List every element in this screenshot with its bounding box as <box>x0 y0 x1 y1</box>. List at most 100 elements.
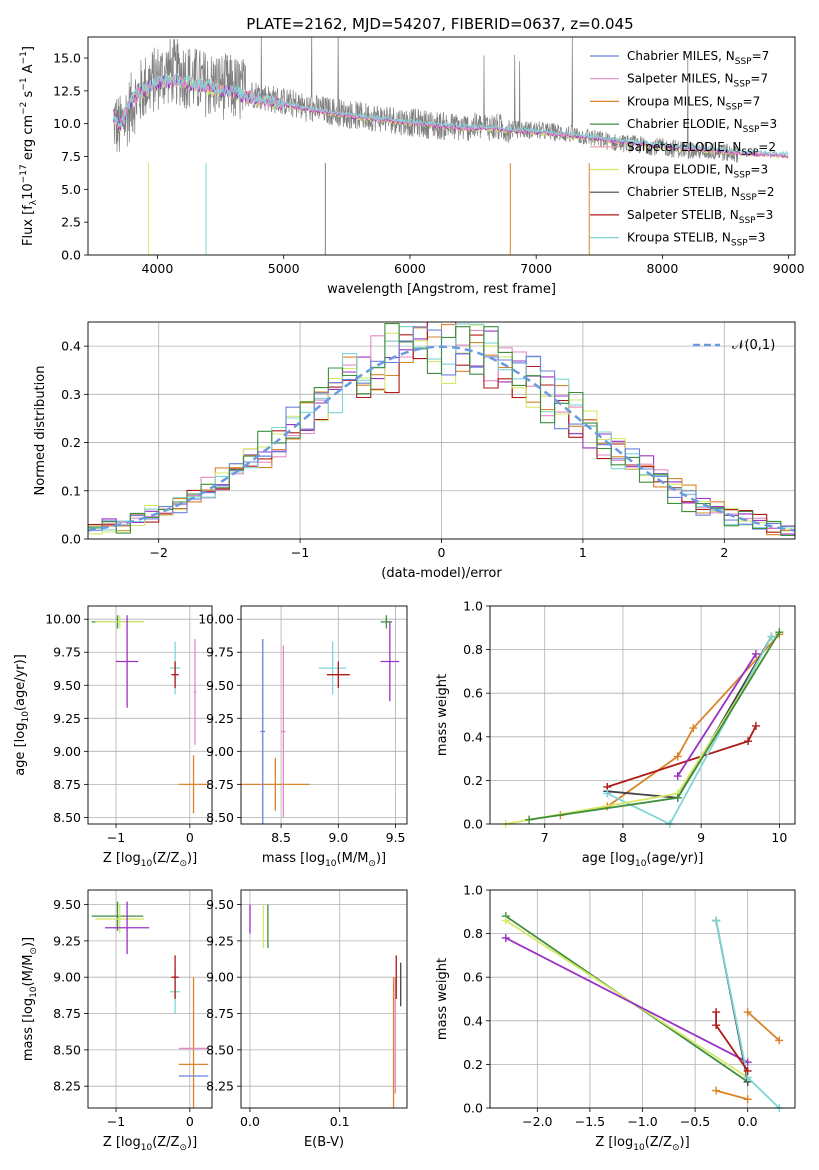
y-tick-label: 0.0 <box>61 532 81 547</box>
mass-weight-series-line <box>715 1089 748 1101</box>
mass-weight-point <box>603 789 612 798</box>
y-tick-label: 0.0 <box>463 817 483 832</box>
mass-weight-point <box>775 628 784 637</box>
y-axis-label: Flux [fλ​10−17​ erg cm−2​ s−1​ A−1​] <box>19 46 39 246</box>
y-tick-label: 7.5 <box>61 149 81 164</box>
y-tick-label: 8.75 <box>53 777 81 792</box>
figure-title: PLATE=2162, MJD=54207, FIBERID=0637, z=0… <box>246 15 633 33</box>
mass-weight-point <box>712 1086 721 1095</box>
x-tick-label: 0.0 <box>240 1114 260 1129</box>
y-tick-label: 0.6 <box>463 686 483 701</box>
mass-weight-point <box>743 1008 752 1017</box>
y-tick-label: 0.1 <box>61 483 81 498</box>
axes-frame <box>87 36 796 256</box>
mass-weight-point <box>744 737 753 746</box>
legend-label: Salpeter MILES, NSSP​=7 <box>627 72 768 90</box>
y-tick-label: 8.50 <box>206 1042 234 1057</box>
y-tick-label: 12.5 <box>53 83 81 98</box>
x-tick-label: −1 <box>107 1114 125 1129</box>
y-tick-label: 15.0 <box>53 51 81 66</box>
x-tick-label: 4000 <box>142 261 174 276</box>
legend-label: Chabrier STELIB, NSSP​=2 <box>627 185 775 203</box>
axes-frame <box>240 605 408 825</box>
y-tick-label: 9.00 <box>206 744 234 759</box>
x-tick-label: −1.5 <box>575 1114 605 1129</box>
x-tick-label: −2.0 <box>522 1114 552 1129</box>
mass-vs-ebv-panel: 0.0 0.1 8.25 8.50 8.75 9.00 9.25 9.50 E(B-V) <box>206 889 408 1150</box>
y-tick-label: 10.00 <box>45 612 81 627</box>
mass-weight-point <box>743 1095 752 1104</box>
x-tick-label: 10 <box>771 830 787 845</box>
weight-vs-metallicity-panel: −2.0 −1.5 −1.0 −0.5 0.0 0.0 0.2 0.4 0.6 0.8 1.0 Z [… <box>435 883 796 1153</box>
mass-weight-point <box>767 632 776 641</box>
y-tick-label: 0.6 <box>463 970 483 985</box>
x-axis-label: age [log10​(age/yr)] <box>582 851 704 869</box>
x-tick-label: 6000 <box>394 261 426 276</box>
mass-weight-point <box>712 916 721 925</box>
y-axis-label: mass weight <box>435 958 450 1040</box>
x-axis-label: wavelength [Angstrom, rest frame] <box>327 282 556 297</box>
x-axis-label: Z [log10​(Z/Z⊙​)] <box>103 851 197 869</box>
y-tick-label: 9.50 <box>53 897 81 912</box>
y-tick-label: 0.2 <box>61 435 81 450</box>
x-axis-label: mass [log10​(M/M⊙​)] <box>262 851 386 869</box>
legend-label: 𝒩(0,1) <box>732 338 775 353</box>
residuals-panel: −2 −1 0 1 2 0.0 0.1 0.2 0.3 0.4 (data-model)/error… <box>33 321 796 581</box>
legend-label: Salpeter STELIB, NSSP​=3 <box>627 208 773 226</box>
legend-label: Kroupa ELODIE, NSSP​=3 <box>627 163 768 181</box>
x-tick-label: −1 <box>291 545 309 560</box>
y-tick-label: 0.0 <box>463 1101 483 1116</box>
x-tick-label: 7 <box>541 830 549 845</box>
x-tick-label: −1 <box>107 830 125 845</box>
mass-weight-series-line <box>606 636 773 824</box>
mass-weight-series-line <box>528 631 781 821</box>
y-axis-label: mass weight <box>435 674 450 756</box>
mass-weight-point <box>751 721 760 730</box>
legend-label: Chabrier MILES, NSSP​=7 <box>627 49 769 67</box>
x-tick-label: 8000 <box>647 261 679 276</box>
y-tick-label: 0.4 <box>61 339 81 354</box>
y-tick-label: 8.25 <box>53 1079 81 1094</box>
x-tick-label: 9000 <box>773 261 805 276</box>
mass-weight-point <box>673 752 682 761</box>
mass-weight-series-line <box>747 1011 780 1042</box>
y-tick-label: 8.75 <box>206 777 234 792</box>
y-tick-label: 9.50 <box>206 897 234 912</box>
axes-frame <box>87 889 213 1109</box>
y-tick-label: 8.50 <box>53 810 81 825</box>
y-tick-label: 9.25 <box>206 711 234 726</box>
legend-label: Salpeter ELODIE, NSSP​=2 <box>627 140 776 158</box>
y-tick-label: 10.00 <box>198 612 234 627</box>
mass-weight-point <box>525 815 534 824</box>
x-tick-label: 0 <box>186 1114 194 1129</box>
y-axis-label: Normed distribution <box>33 366 48 496</box>
y-tick-label: 0.2 <box>463 1057 483 1072</box>
y-tick-label: 9.00 <box>53 744 81 759</box>
y-tick-label: 8.50 <box>53 1042 81 1057</box>
axes-frame <box>87 321 796 540</box>
y-tick-label: 9.00 <box>206 970 234 985</box>
axes-frame <box>489 889 796 1109</box>
y-tick-label: 9.00 <box>53 970 81 985</box>
y-tick-label: 8.75 <box>206 1006 234 1021</box>
mass-weight-series-line <box>676 653 757 777</box>
mass-weight-point <box>712 1021 721 1030</box>
y-tick-label: 0.2 <box>463 773 483 788</box>
y-tick-label: 9.25 <box>53 933 81 948</box>
legend-label: Chabrier ELODIE, NSSP​=3 <box>627 117 777 135</box>
residual-histogram-step <box>88 322 795 533</box>
axes-frame <box>240 889 408 1109</box>
y-tick-label: 9.25 <box>53 711 81 726</box>
mass-weight-point <box>673 793 682 802</box>
mass-weight-series-line <box>505 919 749 1079</box>
age-vs-metallicity-panel: −1 0 8.50 8.75 9.00 9.25 9.50 9.75 10.00 Z [log10… <box>13 605 213 869</box>
x-axis-label: E(B-V) <box>304 1135 344 1150</box>
x-tick-label: 0 <box>438 545 446 560</box>
y-tick-label: 1.0 <box>463 883 483 898</box>
x-tick-label: 7000 <box>520 261 552 276</box>
y-tick-label: 5.0 <box>61 182 81 197</box>
mass-vs-metallicity-panel: −1 0 8.25 8.50 8.75 9.00 9.25 9.50 Z [log10​(Z/Z… <box>21 889 213 1153</box>
x-axis-label: Z [log10​(Z/Z⊙​)] <box>595 1135 689 1153</box>
age-vs-mass-panel: 8.5 9.0 9.5 8.50 8.75 9.00 9.25 9.50 9.75 10.00 ma… <box>198 605 408 869</box>
